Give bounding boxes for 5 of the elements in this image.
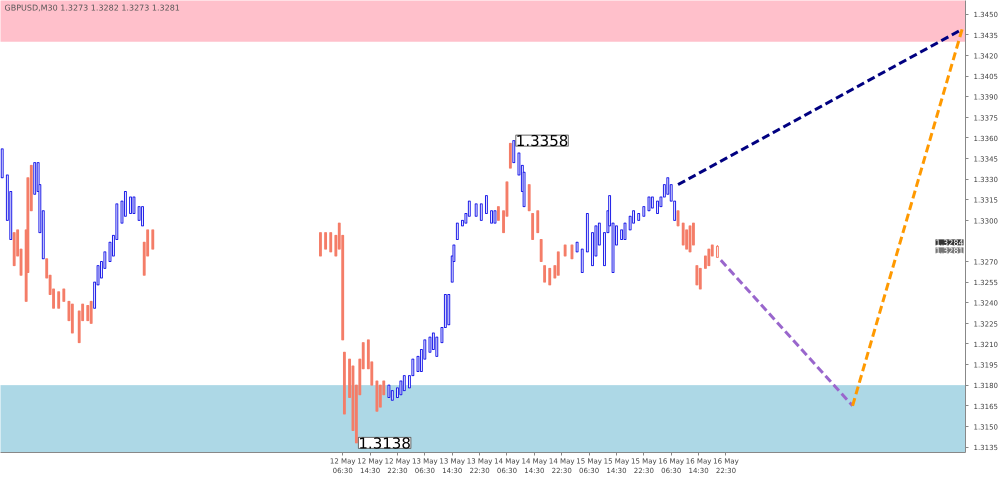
annotation: 1.3138 (358, 434, 411, 452)
chart-title: GBPUSD,M30 1.3273 1.3282 1.3273 1.3281 (4, 4, 180, 12)
annotation: 1.3358 (516, 132, 568, 150)
annotation: 1.3281 (936, 246, 964, 256)
annotation: 1.3284 (936, 238, 964, 248)
